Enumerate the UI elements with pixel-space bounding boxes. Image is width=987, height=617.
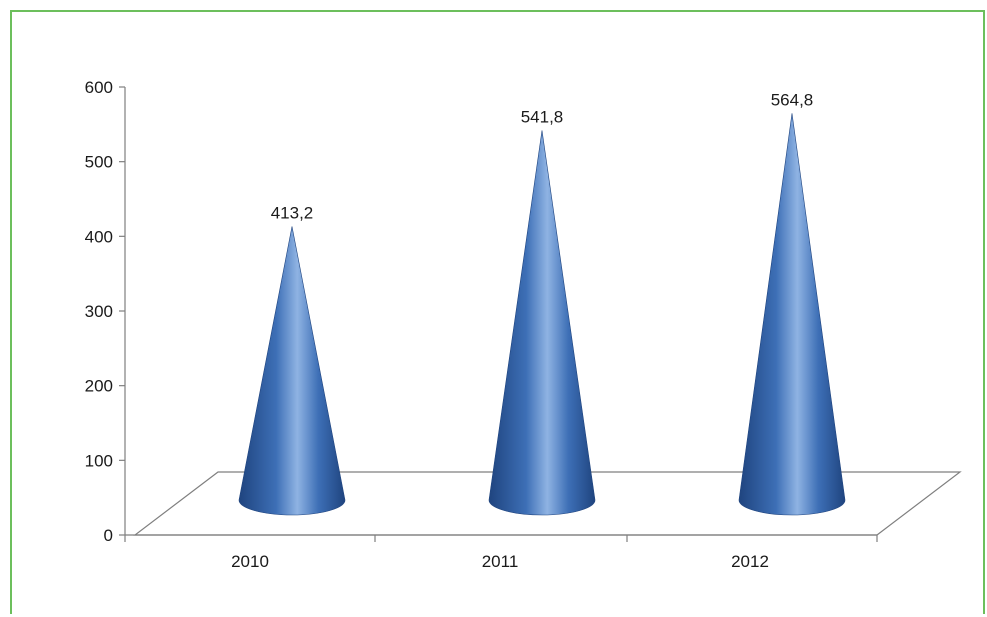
- y-tick-label: 500: [85, 153, 113, 172]
- cone-series: 413,2 541,8 564,8: [238, 90, 846, 516]
- cone-body: [238, 226, 346, 516]
- cone-body: [488, 130, 596, 516]
- x-tick-label: 2010: [231, 552, 269, 571]
- data-label: 564,8: [771, 90, 814, 109]
- y-tick-label: 600: [85, 78, 113, 97]
- y-tick-label: 400: [85, 227, 113, 246]
- cone-bar: 564,8: [738, 90, 846, 516]
- x-axis: 2010 2011 2012: [124, 534, 878, 571]
- y-tick-label: 0: [104, 526, 113, 545]
- y-tick-label: 300: [85, 302, 113, 321]
- cone-body: [738, 113, 846, 516]
- data-label: 541,8: [521, 107, 564, 126]
- x-tick-label: 2012: [731, 552, 769, 571]
- y-axis: 0 100 200 300 400 500 600: [85, 78, 126, 545]
- data-label: 413,2: [271, 203, 314, 222]
- cone-bar: 413,2: [238, 203, 346, 516]
- cone-bar: 541,8: [488, 107, 596, 516]
- x-tick-label: 2011: [482, 552, 519, 571]
- y-tick-label: 100: [85, 451, 113, 470]
- y-tick-label: 200: [85, 377, 113, 396]
